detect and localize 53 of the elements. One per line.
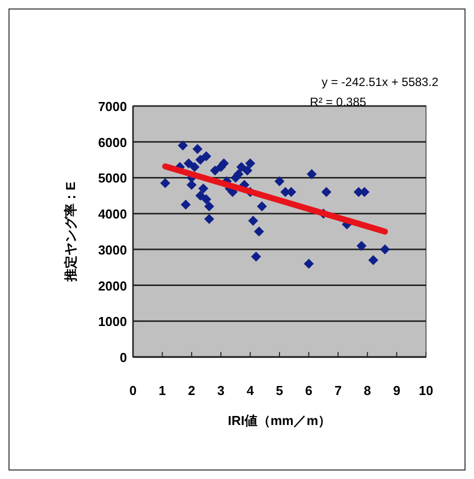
x-tick-label: 10 [418,383,434,398]
point [248,216,258,226]
x-tick-label: 5 [276,383,284,398]
point [274,176,284,186]
point [195,154,206,165]
point [321,187,332,198]
point [368,255,378,266]
x-tick-label: 4 [246,383,255,398]
point [304,258,314,269]
y-tick-label: 4000 [98,206,127,222]
point [204,201,214,212]
y-tick-label: 1000 [98,314,127,330]
point [178,140,188,150]
point [210,166,220,176]
point [218,158,229,168]
x-axis-title: IRI値（mm／m） [228,413,332,428]
y-tick-label: 7000 [98,99,127,114]
point [236,162,246,172]
point [356,240,367,251]
point [306,169,317,180]
y-axis-title: 推定ヤング率：E [63,181,78,282]
x-tick-label: 1 [158,383,166,398]
x-tick-label: 3 [217,383,225,398]
x-tick-label: 6 [305,383,312,398]
y-tick-label: 0 [120,350,127,365]
y-tick-label: 2000 [98,278,127,294]
y-tick-label: 6000 [98,134,127,150]
point [184,158,194,168]
point [190,162,200,172]
point [180,200,191,210]
point [201,151,212,162]
point [254,226,264,236]
point [198,183,208,194]
point [251,252,262,262]
point [256,201,267,212]
point [192,144,202,154]
point [160,178,170,188]
point [245,158,256,168]
x-tick-label: 9 [393,383,400,398]
point [204,214,214,224]
point [242,166,252,176]
point [195,190,206,201]
annotation: R² = 0.385 [310,95,367,109]
x-tick-label: 0 [129,383,137,398]
x-tick-label: 2 [188,383,196,398]
y-tick-label: 5000 [98,170,127,186]
y-tick-label: 3000 [98,242,127,258]
x-tick-label: 7 [334,383,342,398]
point [380,244,390,254]
point [186,180,197,190]
point [201,194,212,204]
x-tick-label: 8 [364,383,372,398]
text: y = -242.51x + 5583.2 [322,75,439,89]
